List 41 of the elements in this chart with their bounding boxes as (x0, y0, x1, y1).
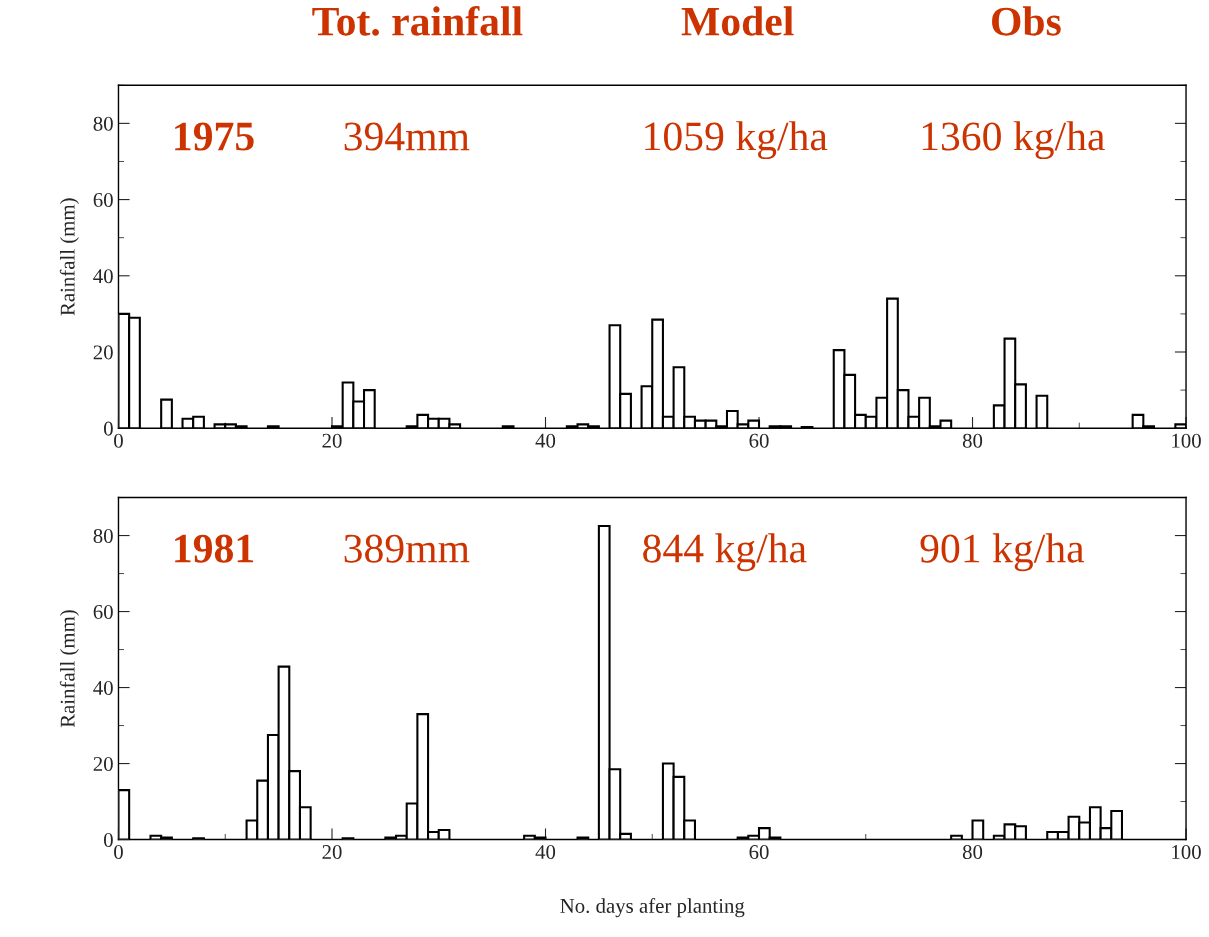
annotation: 394mm (344, 122, 470, 151)
x-tick-label: 60 (749, 845, 769, 860)
y-tick-label: 0 (104, 832, 113, 847)
annotation: 1360 kg/ha (922, 121, 1105, 160)
x-tick-label: 40 (535, 845, 556, 860)
y-tick-label: 40 (93, 680, 113, 695)
x-tick-label: 0 (114, 845, 123, 860)
y-tick-label: 80 (93, 528, 113, 543)
x-tick-label: 40 (535, 433, 556, 448)
x-tick-label: 80 (962, 845, 983, 860)
text: Obs (992, 6, 1061, 36)
annotation: 389mm (344, 534, 470, 563)
y-tick-label: 60 (93, 192, 113, 208)
y-tick-label: 0 (104, 421, 113, 436)
bar (950, 834, 963, 840)
annotation: 901 kg/ha (920, 533, 1085, 572)
x-tick-label: 20 (322, 845, 342, 860)
x-tick-label: 0 (114, 433, 123, 448)
bar (160, 398, 173, 429)
annotation: 1975 (175, 122, 254, 151)
bar (1035, 394, 1049, 429)
bar (971, 819, 985, 840)
annotation: 1059 kg/ha (645, 121, 828, 160)
x-tick-label: 80 (962, 433, 983, 448)
x-tick-label: 100 (1172, 433, 1201, 448)
text: Tot. rainfall (312, 5, 523, 36)
y-tick-label: 60 (93, 604, 113, 619)
y-axis-title: Rainfall (mm) (59, 198, 79, 316)
y-tick-label: 80 (93, 116, 113, 131)
text: Model (681, 6, 794, 36)
x-axis-title: No. days afer planting (560, 898, 745, 918)
x-tick-label: 60 (749, 433, 769, 448)
y-axis-title: Rainfall (mm) (59, 610, 79, 728)
y-tick-label: 20 (93, 345, 113, 360)
x-tick-label: 20 (322, 433, 342, 448)
annotation: 844 kg/ha (643, 533, 807, 572)
annotation: 1981 (175, 534, 254, 563)
y-tick-label: 40 (93, 269, 113, 284)
bar (118, 789, 131, 840)
y-tick-label: 20 (93, 756, 113, 771)
x-tick-label: 100 (1172, 845, 1201, 860)
